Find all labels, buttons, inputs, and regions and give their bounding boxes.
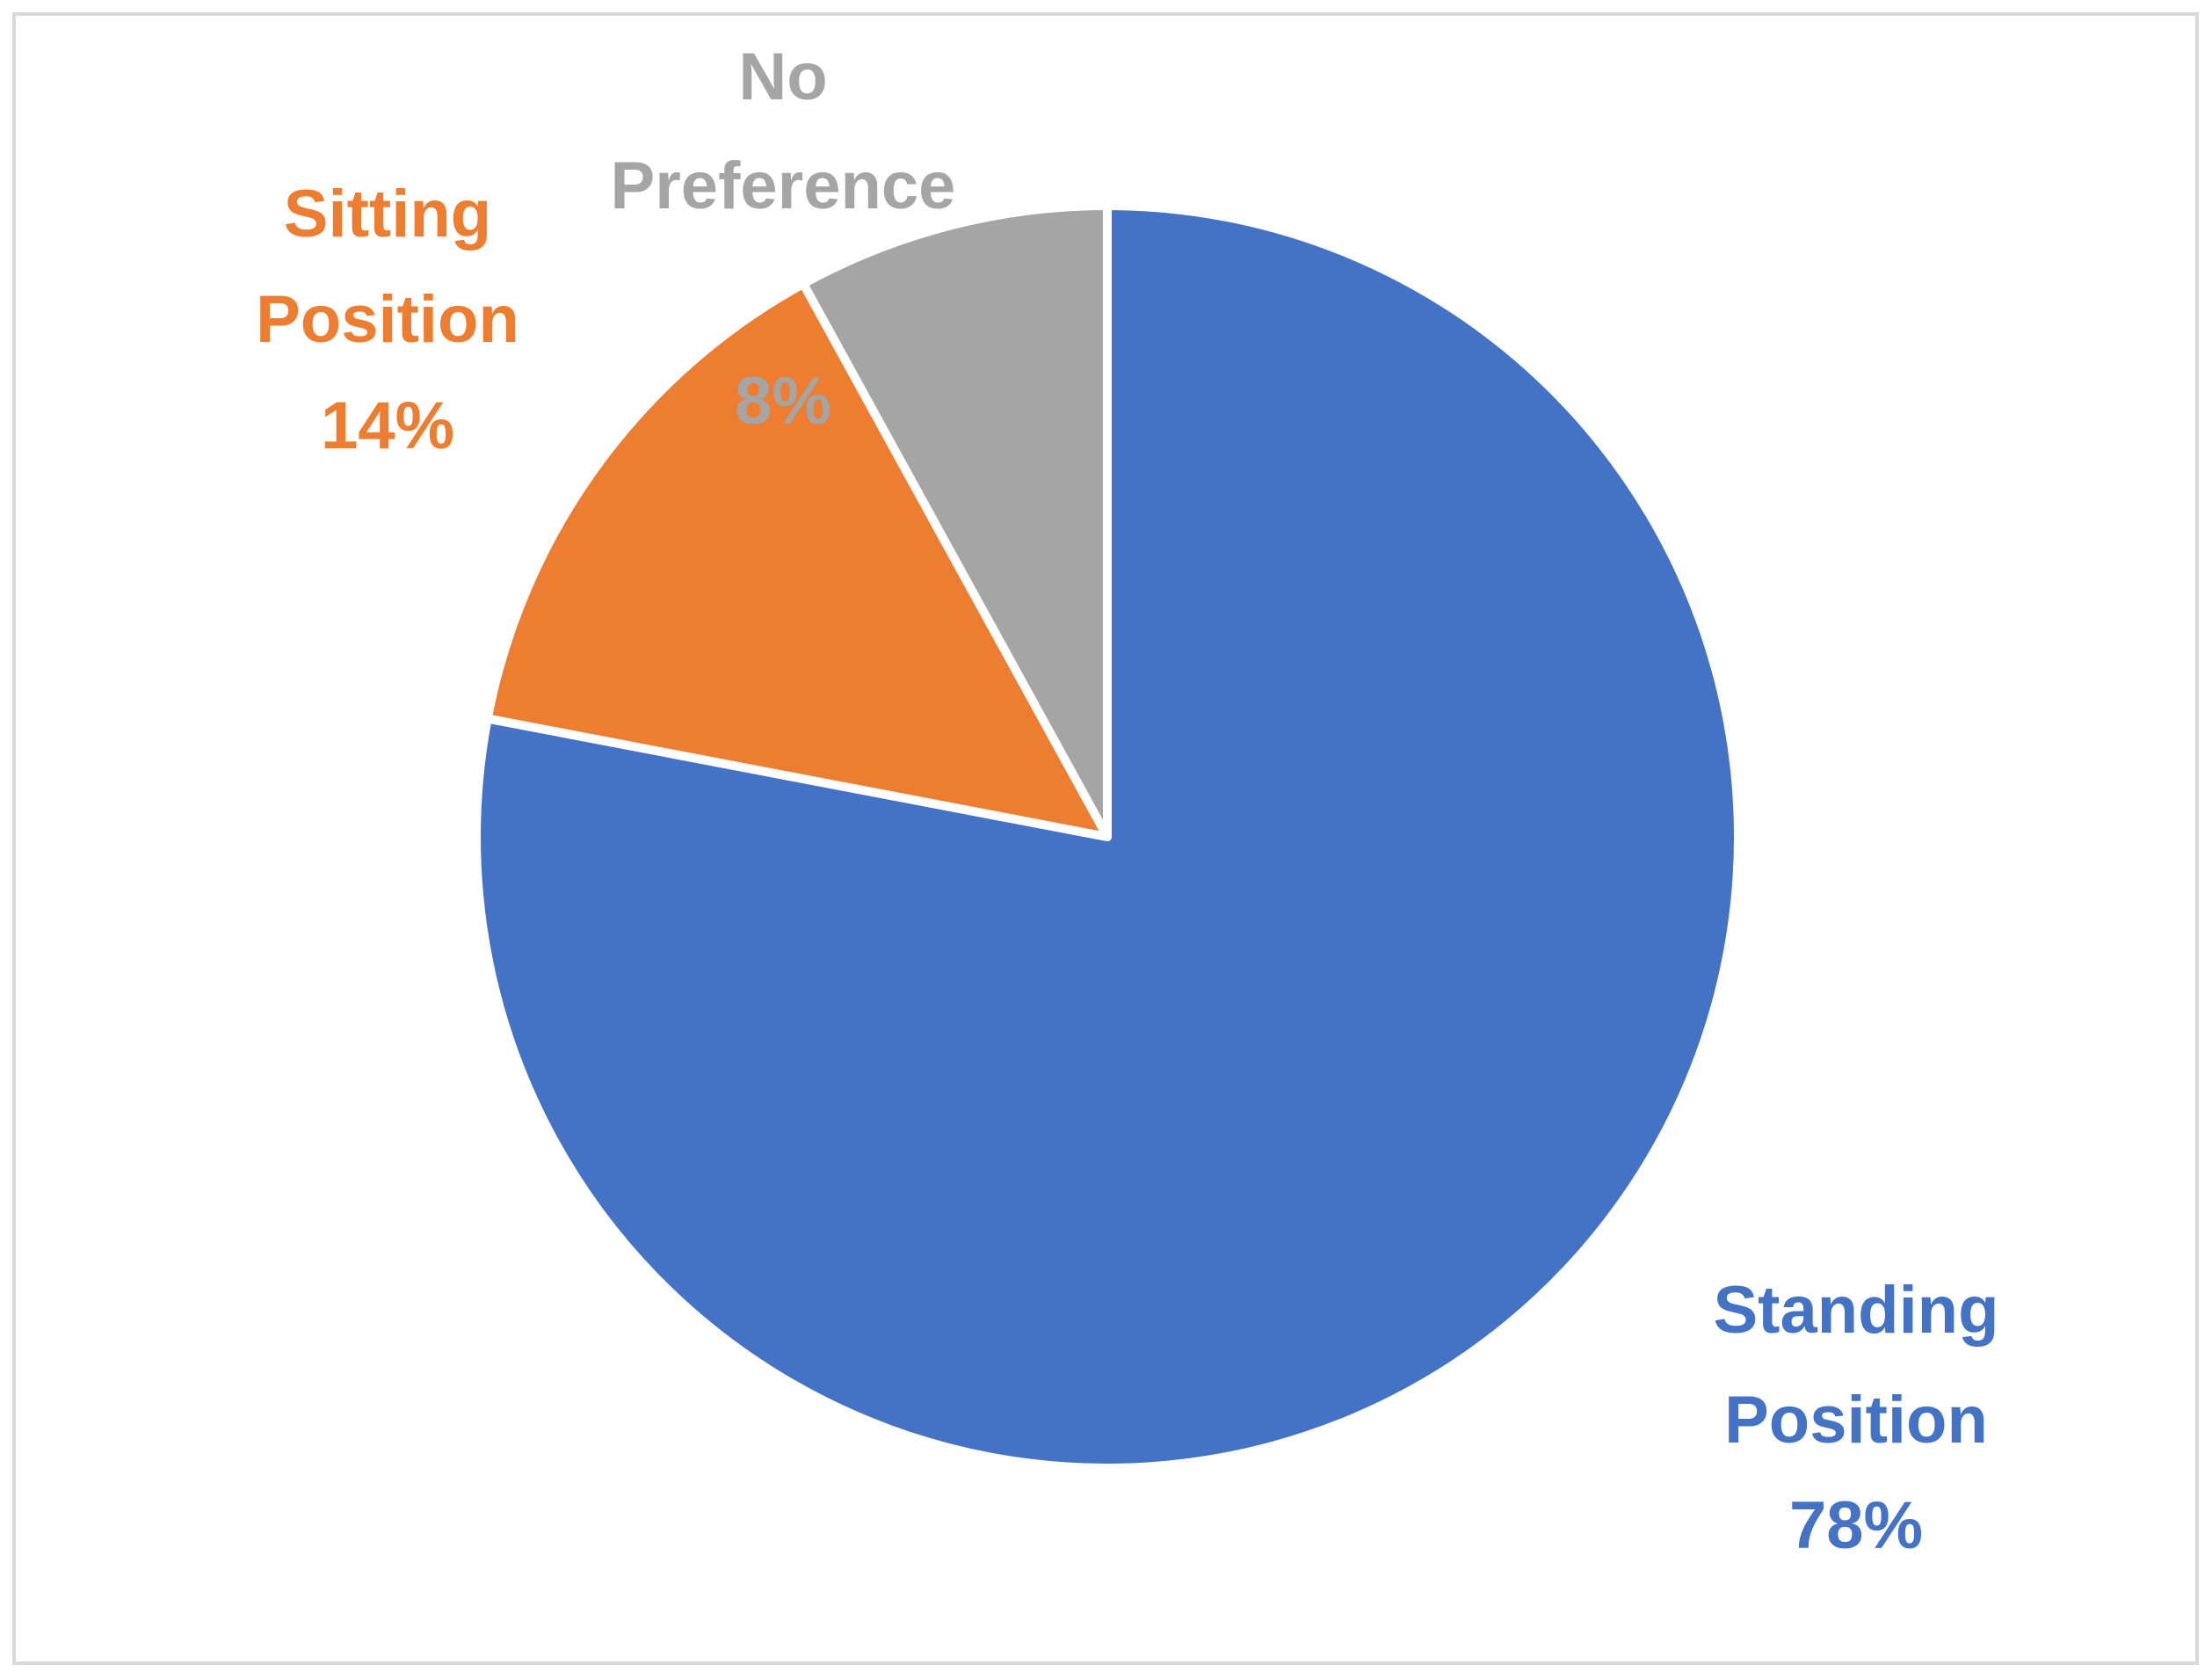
value-label: 14% xyxy=(321,389,454,463)
slice-label: Standing Position xyxy=(1713,1273,1998,1457)
slice-label: No Preference xyxy=(611,40,956,223)
value-label: 8% xyxy=(735,364,831,439)
pie-slice xyxy=(799,201,1112,841)
value-label: 78% xyxy=(1789,1488,1923,1563)
pie-slice xyxy=(472,201,1743,1472)
pie-slice xyxy=(482,279,1112,841)
slice-label: Sitting Position xyxy=(256,177,519,357)
